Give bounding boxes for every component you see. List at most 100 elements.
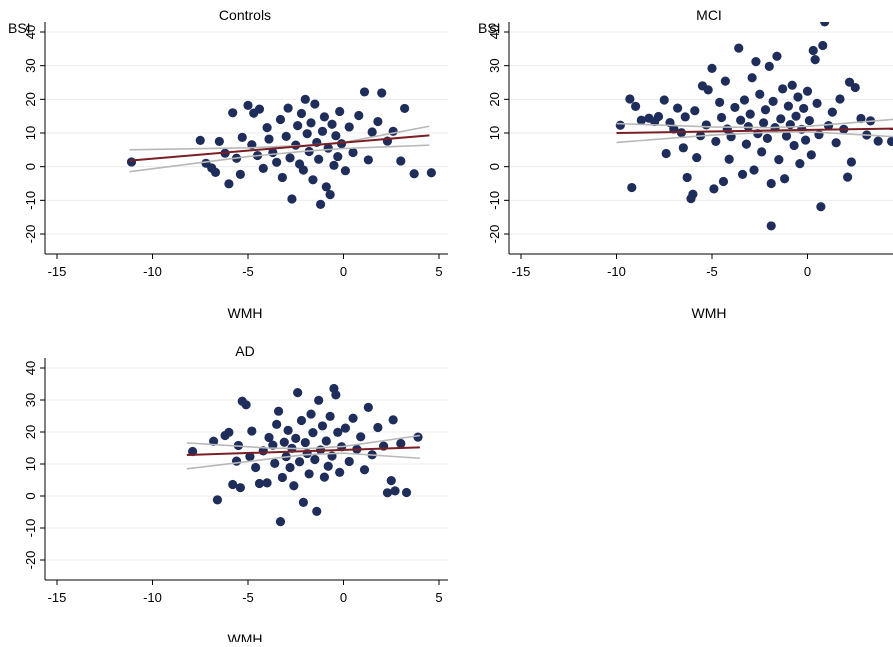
data-point	[751, 57, 760, 66]
data-point	[811, 55, 820, 64]
data-point	[660, 95, 669, 104]
y-tick-label: 10	[487, 126, 502, 140]
data-point	[196, 136, 205, 145]
data-point	[354, 111, 363, 120]
data-point	[360, 87, 369, 96]
data-point	[278, 473, 287, 482]
data-point	[331, 390, 340, 399]
data-point	[874, 136, 883, 145]
data-point	[763, 134, 772, 143]
data-point	[387, 476, 396, 485]
data-point	[293, 388, 302, 397]
data-point	[847, 157, 856, 166]
data-point	[767, 179, 776, 188]
data-point	[755, 90, 764, 99]
data-point	[301, 438, 310, 447]
data-point	[348, 414, 357, 423]
x-tick-label: -10	[143, 264, 162, 279]
data-point	[320, 112, 329, 121]
x-tick-label: -5	[242, 590, 254, 605]
panel-title: AD	[235, 343, 254, 359]
plot-area	[616, 17, 893, 230]
y-tick-label: -10	[487, 191, 502, 210]
data-point	[333, 152, 342, 161]
data-point	[263, 478, 272, 487]
data-point	[320, 473, 329, 482]
y-axis-label: BSI	[478, 20, 501, 36]
data-point	[276, 115, 285, 124]
data-point	[799, 104, 808, 113]
x-axis-label: WMH	[692, 305, 727, 321]
data-point	[776, 114, 785, 123]
x-tick-label: -5	[706, 264, 718, 279]
data-point	[748, 73, 757, 82]
data-point	[402, 488, 411, 497]
data-point	[734, 44, 743, 53]
data-point	[368, 127, 377, 136]
data-point	[213, 495, 222, 504]
data-point	[832, 138, 841, 147]
data-point	[341, 424, 350, 433]
data-point	[631, 102, 640, 111]
data-point	[224, 179, 233, 188]
data-point	[312, 507, 321, 516]
data-point	[318, 421, 327, 430]
y-tick-label: 10	[23, 457, 38, 471]
data-point	[715, 98, 724, 107]
data-point	[285, 463, 294, 472]
data-point	[326, 412, 335, 421]
data-point	[736, 116, 745, 125]
panel-title: Controls	[219, 7, 271, 23]
data-point	[360, 465, 369, 474]
data-point	[688, 190, 697, 199]
y-tick-label: 20	[23, 92, 38, 106]
data-point	[228, 108, 237, 117]
y-tick-label: 0	[23, 492, 38, 499]
x-tick-label: -10	[607, 264, 626, 279]
x-axis-label: WMH	[228, 305, 263, 321]
y-tick-label: 30	[23, 58, 38, 72]
data-point	[803, 87, 812, 96]
data-point	[769, 97, 778, 106]
data-point	[662, 149, 671, 158]
data-point	[816, 202, 825, 211]
data-point	[259, 164, 268, 173]
data-point	[377, 88, 386, 97]
data-point	[725, 155, 734, 164]
y-tick-label: -20	[487, 225, 502, 244]
data-point	[243, 101, 252, 110]
data-point	[274, 407, 283, 416]
x-tick-label: -15	[48, 264, 67, 279]
data-point	[241, 400, 250, 409]
data-point	[282, 132, 291, 141]
data-point	[828, 108, 837, 117]
data-point	[749, 165, 758, 174]
data-point	[427, 168, 436, 177]
data-point	[721, 77, 730, 86]
data-point	[247, 426, 256, 435]
data-point	[809, 46, 818, 55]
data-point	[704, 85, 713, 94]
data-point	[345, 122, 354, 131]
x-tick-label: -15	[512, 264, 531, 279]
data-point	[761, 105, 770, 114]
data-point	[774, 155, 783, 164]
data-point	[291, 434, 300, 443]
data-point	[322, 436, 331, 445]
y-tick-label: -20	[23, 225, 38, 244]
data-point	[285, 153, 294, 162]
data-point	[299, 498, 308, 507]
data-point	[835, 94, 844, 103]
data-point	[757, 147, 766, 156]
data-point	[236, 170, 245, 179]
data-point	[287, 194, 296, 203]
data-point	[356, 432, 365, 441]
data-point	[232, 457, 241, 466]
data-point	[306, 409, 315, 418]
data-point	[224, 428, 233, 437]
data-point	[310, 455, 319, 464]
data-point	[373, 423, 382, 432]
x-tick-label: -5	[242, 264, 254, 279]
